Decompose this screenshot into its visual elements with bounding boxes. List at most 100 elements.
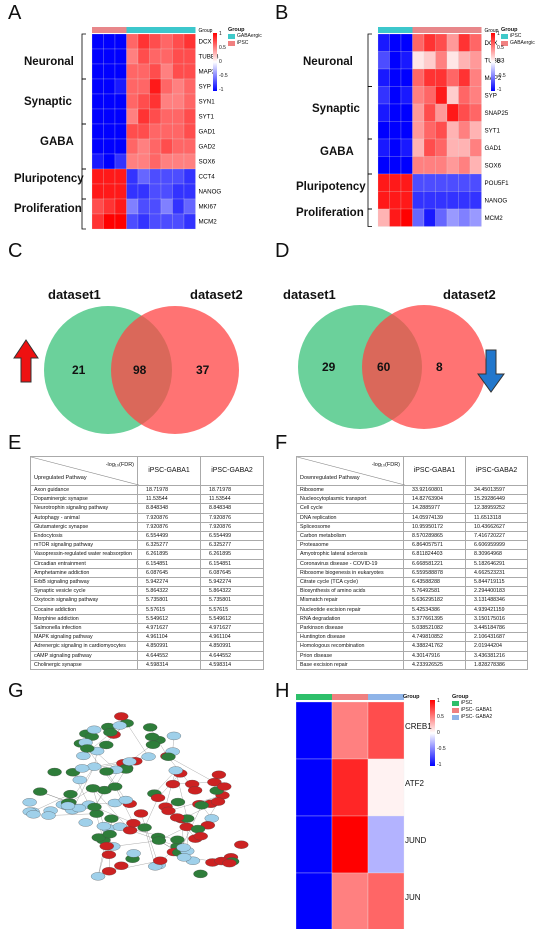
fdr-value-cell: 10.95950172 (403, 521, 466, 533)
heatmap-cell (149, 108, 162, 125)
pathway-name-cell: Nucleocytoplasmic transport (296, 494, 404, 505)
legend-swatch-a-1 (228, 34, 235, 39)
colorbar-a-tick-2: 0.5 (219, 45, 226, 51)
heatmap-cell (114, 108, 127, 125)
heatmap-cell (377, 86, 390, 105)
heatmap-cell (423, 121, 436, 140)
pathway-name-cell: mTOR signaling pathway (30, 540, 138, 551)
table-row: Morphine addiction 5.549612 5.549612 (30, 613, 264, 625)
fdr-value-cell: 4.233926525 (403, 659, 466, 671)
network-node (104, 814, 119, 823)
colorbar-h-tick-2: 0.5 (437, 714, 444, 720)
legend-swatch-b-2 (501, 41, 508, 46)
network-node (102, 830, 117, 839)
heatmap-cell (183, 63, 196, 80)
heatmap-cell (137, 48, 150, 65)
heatmap-cell (149, 93, 162, 110)
group-bracket (81, 168, 86, 200)
heatmap-cell (377, 103, 390, 122)
panel-letter-h: H (275, 680, 290, 702)
fdr-value-cell: 6.559588878 (403, 567, 466, 579)
table-e-upregulated: -log₁₀(FDR) Upregulated Pathway iPSC-GAB… (30, 456, 264, 671)
heatmap-cell (423, 191, 436, 210)
table-row: Carbon metabolism 8.570289865 7.416720227 (296, 531, 528, 542)
pathway-name-cell: Proteasome (296, 540, 404, 551)
heatmap-cell (446, 33, 459, 52)
heatmap-cell (377, 68, 390, 87)
network-node (126, 849, 141, 858)
heatmap-cell (183, 78, 196, 95)
heatmap-cell (126, 78, 139, 95)
network-node (90, 872, 106, 881)
heatmap-cell (435, 208, 448, 227)
fdr-value-cell: 5.182646291 (465, 558, 528, 569)
heatmap-cell (446, 138, 459, 157)
heatmap-cell (469, 86, 482, 105)
group-bar-cell (184, 27, 196, 33)
heatmap-cell (183, 168, 196, 185)
heatmap-cell (103, 33, 116, 50)
heatmap-cell (400, 86, 413, 105)
colorbar-a-tick-5: -1 (219, 87, 224, 93)
heatmap-cell (435, 191, 448, 210)
heatmap-cell (114, 78, 127, 95)
panel-letter-b: B (275, 2, 289, 24)
heatmap-cell (91, 198, 104, 215)
network-node (217, 782, 232, 791)
table-row: Oxytocin signaling pathway 5.735801 5.7358… (30, 595, 264, 606)
fdr-value-cell: 7.920876 (200, 512, 264, 523)
colorbar-a-tick-4: -0.5 (219, 73, 228, 79)
panel-letter-c: C (8, 240, 23, 262)
heatmap-cell (183, 48, 196, 65)
heatmap-cell (446, 86, 459, 105)
colorbar-b-tick-4: -0.5 (497, 73, 506, 79)
heatmap-cell (389, 156, 402, 175)
heatmap-cell (126, 93, 139, 110)
heatmap-cell (126, 48, 139, 65)
colorbar-b-tick-3: 0 (497, 59, 500, 65)
heatmap-cell (400, 173, 413, 192)
group-bar-cell (92, 27, 104, 33)
venn-c-right-circle (111, 306, 239, 434)
heatmap-b-svg: GroupDCXTUBB3MAP2SYPSNAP25SYT1GAD1SOX6PO… (367, 27, 509, 227)
heatmap-cell (423, 208, 436, 227)
group-label-proliferation-b: Proliferation (296, 207, 364, 219)
table-row: Proteasome 6.864057571 6.606959999 (296, 540, 528, 551)
group-bar-cell (115, 27, 127, 33)
heatmap-cell (91, 63, 104, 80)
heatmap-cell (458, 51, 471, 70)
group-bracket (367, 138, 372, 175)
group-bar-cell (296, 694, 332, 700)
colorbar-h-tick-5: -1 (437, 762, 442, 768)
group-label-pluripotency-b: Pluripotency (296, 181, 366, 193)
network-node (101, 867, 117, 876)
fdr-value-cell: 4.598314 (137, 659, 201, 671)
heatmap-cell (149, 78, 162, 95)
heatmap-cell (412, 208, 425, 227)
heatmap-cell (458, 173, 471, 192)
table-e-header-top: -log₁₀(FDR) (105, 462, 134, 468)
heatmap-cell (137, 93, 150, 110)
table-row: Endocytosis 6.554499 6.554499 (30, 531, 264, 542)
network-node (187, 786, 203, 795)
heatmap-cell (160, 33, 173, 50)
heatmap-cell (103, 93, 116, 110)
table-row: Adrenergic signaling in cardiomyocytes 4.… (30, 641, 264, 652)
network-node (122, 826, 138, 835)
group-bar-cell (378, 27, 390, 33)
venn-d-left-count: 29 (322, 360, 336, 374)
heatmap-cell (114, 63, 127, 80)
table-row: Prion disease 4.30147916 3.436381216 (296, 650, 528, 661)
heatmap-cell (458, 208, 471, 227)
fdr-value-cell: 8.30964968 (465, 549, 528, 560)
network-node (170, 835, 185, 844)
heatmap-cell (114, 123, 127, 140)
group-bar-label: Group (199, 28, 213, 34)
table-row: Parkinson disease 5.038521082 3.445184786 (296, 623, 528, 634)
fdr-value-cell: 4.939421159 (465, 604, 528, 615)
network-edge (48, 813, 97, 816)
heatmap-cell (412, 121, 425, 140)
heatmap-cell (469, 51, 482, 70)
fdr-value-cell: 12.38959252 (465, 503, 528, 514)
table-f-col1: iPSC-GABA1 (403, 456, 466, 486)
